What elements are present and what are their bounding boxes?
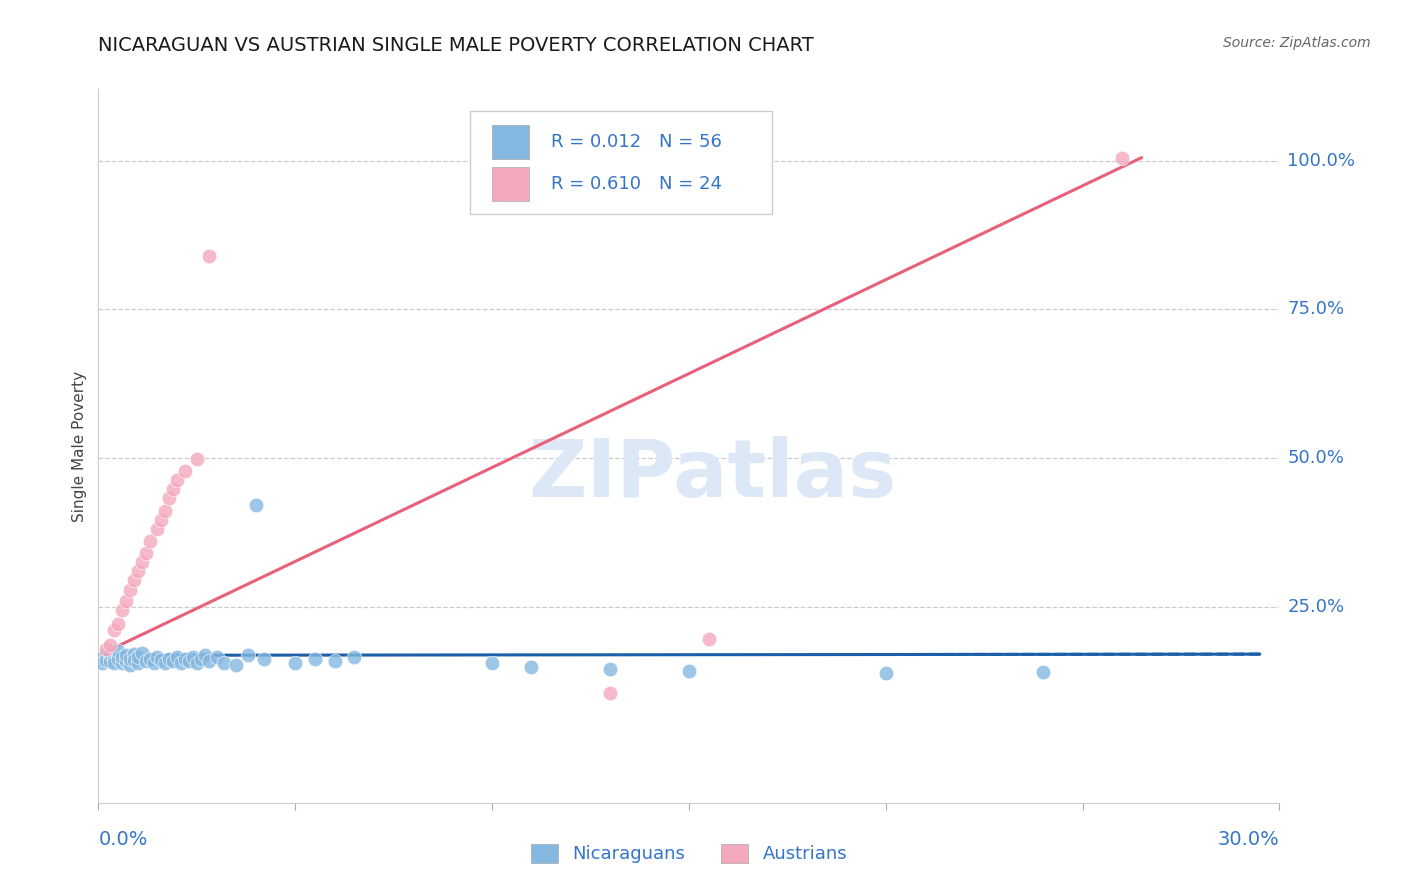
Point: [190, 652, 212, 666]
Point: [1111, 151, 1133, 165]
Point: [115, 593, 138, 607]
Point: [127, 650, 149, 665]
Point: [170, 656, 193, 670]
Point: [107, 617, 129, 632]
Point: [146, 522, 169, 536]
Point: [323, 654, 346, 668]
Point: [96, 642, 118, 657]
Y-axis label: Single Male Poverty: Single Male Poverty: [72, 370, 87, 522]
Point: [236, 648, 259, 663]
Point: [98, 646, 121, 660]
Point: [205, 650, 228, 665]
Point: [122, 653, 145, 667]
Point: [138, 652, 160, 666]
Point: [131, 555, 153, 569]
Point: [131, 646, 153, 660]
Point: [697, 632, 720, 647]
Point: [115, 648, 138, 663]
Point: [174, 652, 197, 666]
Text: 0.0%: 0.0%: [98, 830, 148, 848]
Point: [520, 660, 543, 674]
Point: [103, 656, 125, 670]
Point: [197, 654, 219, 668]
Point: [91, 650, 114, 665]
Bar: [492, 167, 530, 202]
Point: [245, 499, 267, 513]
Point: [157, 491, 180, 506]
Text: N = 56: N = 56: [659, 133, 723, 151]
Point: [122, 573, 145, 587]
Point: [107, 644, 129, 658]
Point: [186, 452, 208, 467]
Point: [118, 652, 141, 666]
Point: [155, 504, 177, 518]
Legend: Nicaraguans, Austrians: Nicaraguans, Austrians: [523, 837, 855, 871]
Point: [304, 652, 326, 666]
Point: [162, 482, 184, 496]
Point: [157, 652, 180, 666]
Point: [186, 656, 208, 670]
Point: [599, 662, 621, 676]
Text: 25.0%: 25.0%: [1288, 598, 1344, 615]
Text: NICARAGUAN VS AUSTRIAN SINGLE MALE POVERTY CORRELATION CHART: NICARAGUAN VS AUSTRIAN SINGLE MALE POVER…: [98, 36, 814, 54]
Point: [155, 656, 177, 670]
Point: [118, 657, 141, 672]
Point: [115, 654, 138, 668]
Point: [481, 656, 503, 670]
Text: N = 24: N = 24: [659, 175, 723, 193]
Point: [599, 686, 621, 700]
Point: [96, 647, 118, 661]
Point: [135, 546, 157, 560]
Point: [150, 513, 173, 527]
Point: [150, 653, 173, 667]
Point: [118, 582, 141, 597]
Point: [138, 534, 160, 549]
Point: [127, 656, 149, 670]
Point: [98, 654, 121, 668]
Point: [284, 656, 307, 670]
Point: [678, 664, 700, 678]
Point: [103, 652, 125, 666]
Point: [343, 650, 366, 665]
Text: 75.0%: 75.0%: [1288, 301, 1344, 318]
Point: [181, 650, 204, 665]
Text: 30.0%: 30.0%: [1218, 830, 1279, 848]
Point: [111, 650, 134, 665]
Point: [1032, 665, 1054, 679]
Point: [98, 648, 121, 663]
Point: [98, 638, 121, 652]
Point: [166, 650, 188, 665]
Point: [91, 656, 114, 670]
Point: [107, 652, 129, 666]
Point: [142, 656, 165, 670]
Point: [194, 648, 217, 663]
Bar: [492, 125, 530, 159]
Text: 50.0%: 50.0%: [1288, 449, 1344, 467]
Text: 100.0%: 100.0%: [1288, 152, 1355, 169]
Point: [111, 656, 134, 670]
Point: [127, 564, 149, 578]
Point: [96, 653, 118, 667]
Point: [166, 474, 188, 488]
Point: [103, 624, 125, 638]
Point: [214, 656, 236, 670]
Point: [111, 602, 134, 616]
Point: [174, 464, 197, 478]
Text: R = 0.012: R = 0.012: [551, 133, 641, 151]
Point: [107, 648, 129, 663]
Text: Source: ZipAtlas.com: Source: ZipAtlas.com: [1223, 36, 1371, 50]
Point: [875, 666, 897, 681]
Text: R = 0.610: R = 0.610: [551, 175, 641, 193]
FancyBboxPatch shape: [471, 111, 772, 214]
Point: [146, 650, 169, 665]
Point: [177, 654, 200, 668]
Point: [197, 249, 219, 263]
Point: [253, 652, 276, 666]
Point: [225, 657, 247, 672]
Point: [162, 654, 184, 668]
Point: [135, 654, 157, 668]
Point: [122, 647, 145, 661]
Text: ZIPatlas: ZIPatlas: [529, 435, 897, 514]
